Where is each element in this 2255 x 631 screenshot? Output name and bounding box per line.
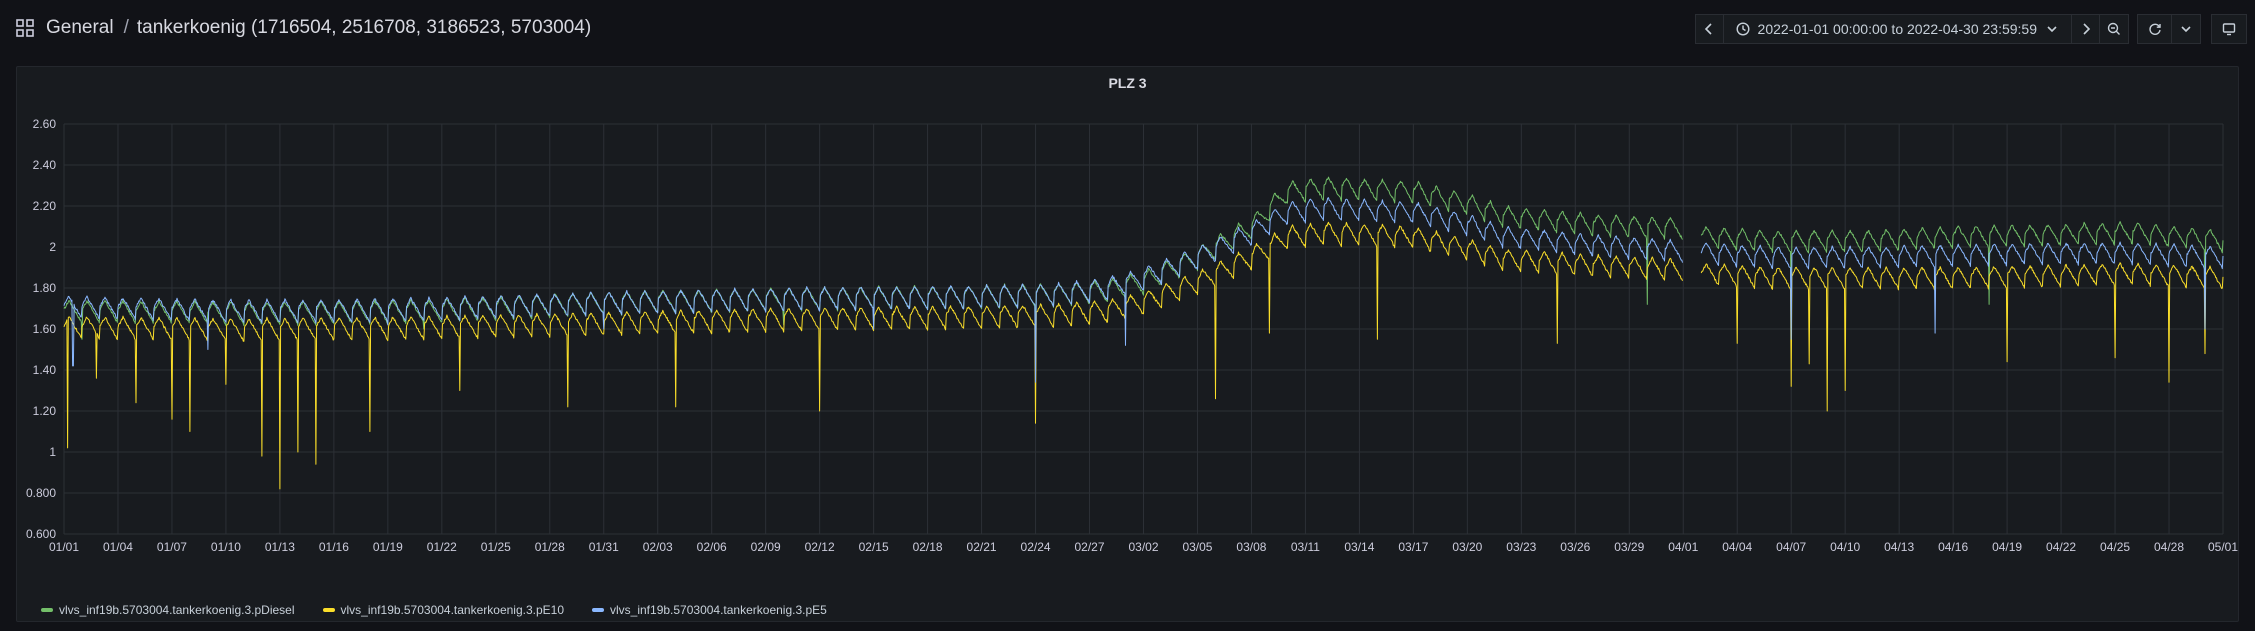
x-tick-label: 02/12 [805, 540, 835, 554]
legend-label-e5: vlvs_inf19b.5703004.tankerkoenig.3.pE5 [610, 603, 827, 617]
x-tick-label: 01/25 [481, 540, 511, 554]
y-tick-label: 0.800 [26, 486, 56, 500]
x-tick-label: 04/01 [1668, 540, 1698, 554]
time-range-picker[interactable]: 2022-01-01 00:00:00 to 2022-04-30 23:59:… [1722, 14, 2071, 44]
chevron-down-icon [2181, 26, 2191, 33]
y-tick-label: 1.40 [33, 363, 57, 377]
y-tick-label: 0.600 [26, 527, 56, 541]
legend-swatch-diesel [41, 608, 53, 612]
breadcrumb-separator: / [123, 17, 129, 38]
x-tick-label: 02/18 [913, 540, 943, 554]
y-tick-label: 1.60 [33, 322, 57, 336]
x-tick-label: 02/24 [1021, 540, 1051, 554]
breadcrumb: General / tankerkoenig (1716504, 2516708… [16, 14, 591, 42]
x-tick-label: 03/08 [1236, 540, 1266, 554]
refresh-interval-dropdown[interactable] [2171, 14, 2201, 44]
x-tick-label: 01/31 [589, 540, 619, 554]
refresh-button[interactable] [2137, 14, 2171, 44]
x-tick-label: 01/19 [373, 540, 403, 554]
x-tick-label: 03/11 [1291, 540, 1320, 554]
x-tick-label: 04/25 [2100, 540, 2130, 554]
time-shift-forward-button[interactable] [2071, 14, 2099, 44]
x-tick-label: 04/07 [1776, 540, 1806, 554]
x-tick-label: 03/14 [1344, 540, 1374, 554]
dashboard-toolbar: 2022-01-01 00:00:00 to 2022-04-30 23:59:… [1694, 14, 2255, 44]
x-tick-label: 01/13 [265, 540, 295, 554]
legend-label-e10: vlvs_inf19b.5703004.tankerkoenig.3.pE10 [340, 603, 565, 617]
dashboard-title[interactable]: tankerkoenig (1716504, 2516708, 3186523,… [136, 17, 592, 38]
y-tick-label: 2.20 [33, 199, 57, 213]
legend-label-diesel: vlvs_inf19b.5703004.tankerkoenig.3.pDies… [59, 603, 295, 617]
x-tick-label: 02/27 [1075, 540, 1105, 554]
x-tick-label: 03/29 [1614, 540, 1644, 554]
graph-panel: PLZ 3 0.600 0.800 1 1.20 1.40 1.60 1.80 2 2.20 2.… [16, 66, 2239, 622]
series-line-e10[interactable] [63, 221, 2224, 490]
y-tick-label: 2 [49, 240, 56, 254]
time-series-chart[interactable]: 0.600 0.800 1 1.20 1.40 1.60 1.80 2 2.20 2.40 2.60… [17, 67, 2240, 597]
monitor-icon [2222, 23, 2236, 36]
x-tick-label: 04/10 [1830, 540, 1860, 554]
x-tick-label: 04/13 [1884, 540, 1914, 554]
top-navigation-bar: General / tankerkoenig (1716504, 2516708… [0, 0, 2255, 56]
x-tick-label: 04/19 [1992, 540, 2022, 554]
legend-swatch-e5 [592, 608, 604, 612]
legend-item-e5[interactable]: vlvs_inf19b.5703004.tankerkoenig.3.pE5 [592, 603, 827, 617]
x-tick-label: 01/10 [211, 540, 241, 554]
zoom-out-icon [2107, 22, 2120, 35]
chart-legend: vlvs_inf19b.5703004.tankerkoenig.3.pDies… [41, 603, 827, 617]
breadcrumb-folder-link[interactable]: General [46, 17, 114, 38]
clock-icon [1736, 22, 1750, 36]
panel-title[interactable]: PLZ 3 [1108, 75, 1147, 91]
y-tick-label: 1.80 [33, 281, 57, 295]
x-tick-label: 03/23 [1506, 540, 1536, 554]
time-shift-back-button[interactable] [1694, 14, 1723, 44]
y-tick-label: 2.40 [33, 158, 57, 172]
x-tick-label: 01/16 [319, 540, 349, 554]
tv-mode-button[interactable] [2211, 14, 2247, 44]
x-tick-label: 03/20 [1452, 540, 1482, 554]
series-line-e5[interactable] [63, 197, 2224, 383]
time-range-label: 2022-01-01 00:00:00 to 2022-04-30 23:59:… [1757, 21, 2037, 37]
y-tick-label: 2.60 [33, 117, 57, 131]
x-tick-label: 04/28 [2154, 540, 2184, 554]
x-tick-label: 03/17 [1398, 540, 1428, 554]
x-tick-label: 04/04 [1722, 540, 1752, 554]
x-tick-label: 01/22 [427, 540, 457, 554]
legend-swatch-e10 [322, 608, 335, 612]
time-picker-group: 2022-01-01 00:00:00 to 2022-04-30 23:59:… [1694, 14, 2129, 44]
y-tick-label: 1 [49, 445, 56, 459]
x-tick-label: 04/22 [2046, 540, 2076, 554]
x-tick-label: 02/09 [751, 540, 781, 554]
x-tick-label: 02/06 [697, 540, 727, 554]
apps-grid-icon[interactable] [16, 19, 34, 37]
x-tick-label: 01/07 [157, 540, 187, 554]
refresh-icon [2148, 23, 2161, 35]
chevron-down-icon [2047, 26, 2057, 33]
x-tick-label: 01/01 [49, 540, 79, 554]
x-tick-label: 03/26 [1560, 540, 1590, 554]
x-tick-label: 02/15 [859, 540, 889, 554]
refresh-group [2137, 14, 2201, 44]
chevron-left-icon [1704, 23, 1712, 35]
zoom-out-button[interactable] [2099, 14, 2129, 44]
x-tick-label: 03/02 [1128, 540, 1158, 554]
chevron-right-icon [2082, 23, 2090, 35]
x-tick-label: 01/28 [535, 540, 565, 554]
x-tick-label: 02/03 [643, 540, 673, 554]
x-tick-label: 03/05 [1182, 540, 1212, 554]
y-tick-label: 1.20 [33, 404, 57, 418]
x-tick-label: 02/21 [967, 540, 997, 554]
x-tick-label: 05/01 [2208, 540, 2238, 554]
legend-item-e10[interactable]: vlvs_inf19b.5703004.tankerkoenig.3.pE10 [322, 603, 565, 617]
x-tick-label: 04/16 [1938, 540, 1968, 554]
legend-item-diesel[interactable]: vlvs_inf19b.5703004.tankerkoenig.3.pDies… [41, 603, 295, 617]
x-tick-label: 01/04 [103, 540, 133, 554]
